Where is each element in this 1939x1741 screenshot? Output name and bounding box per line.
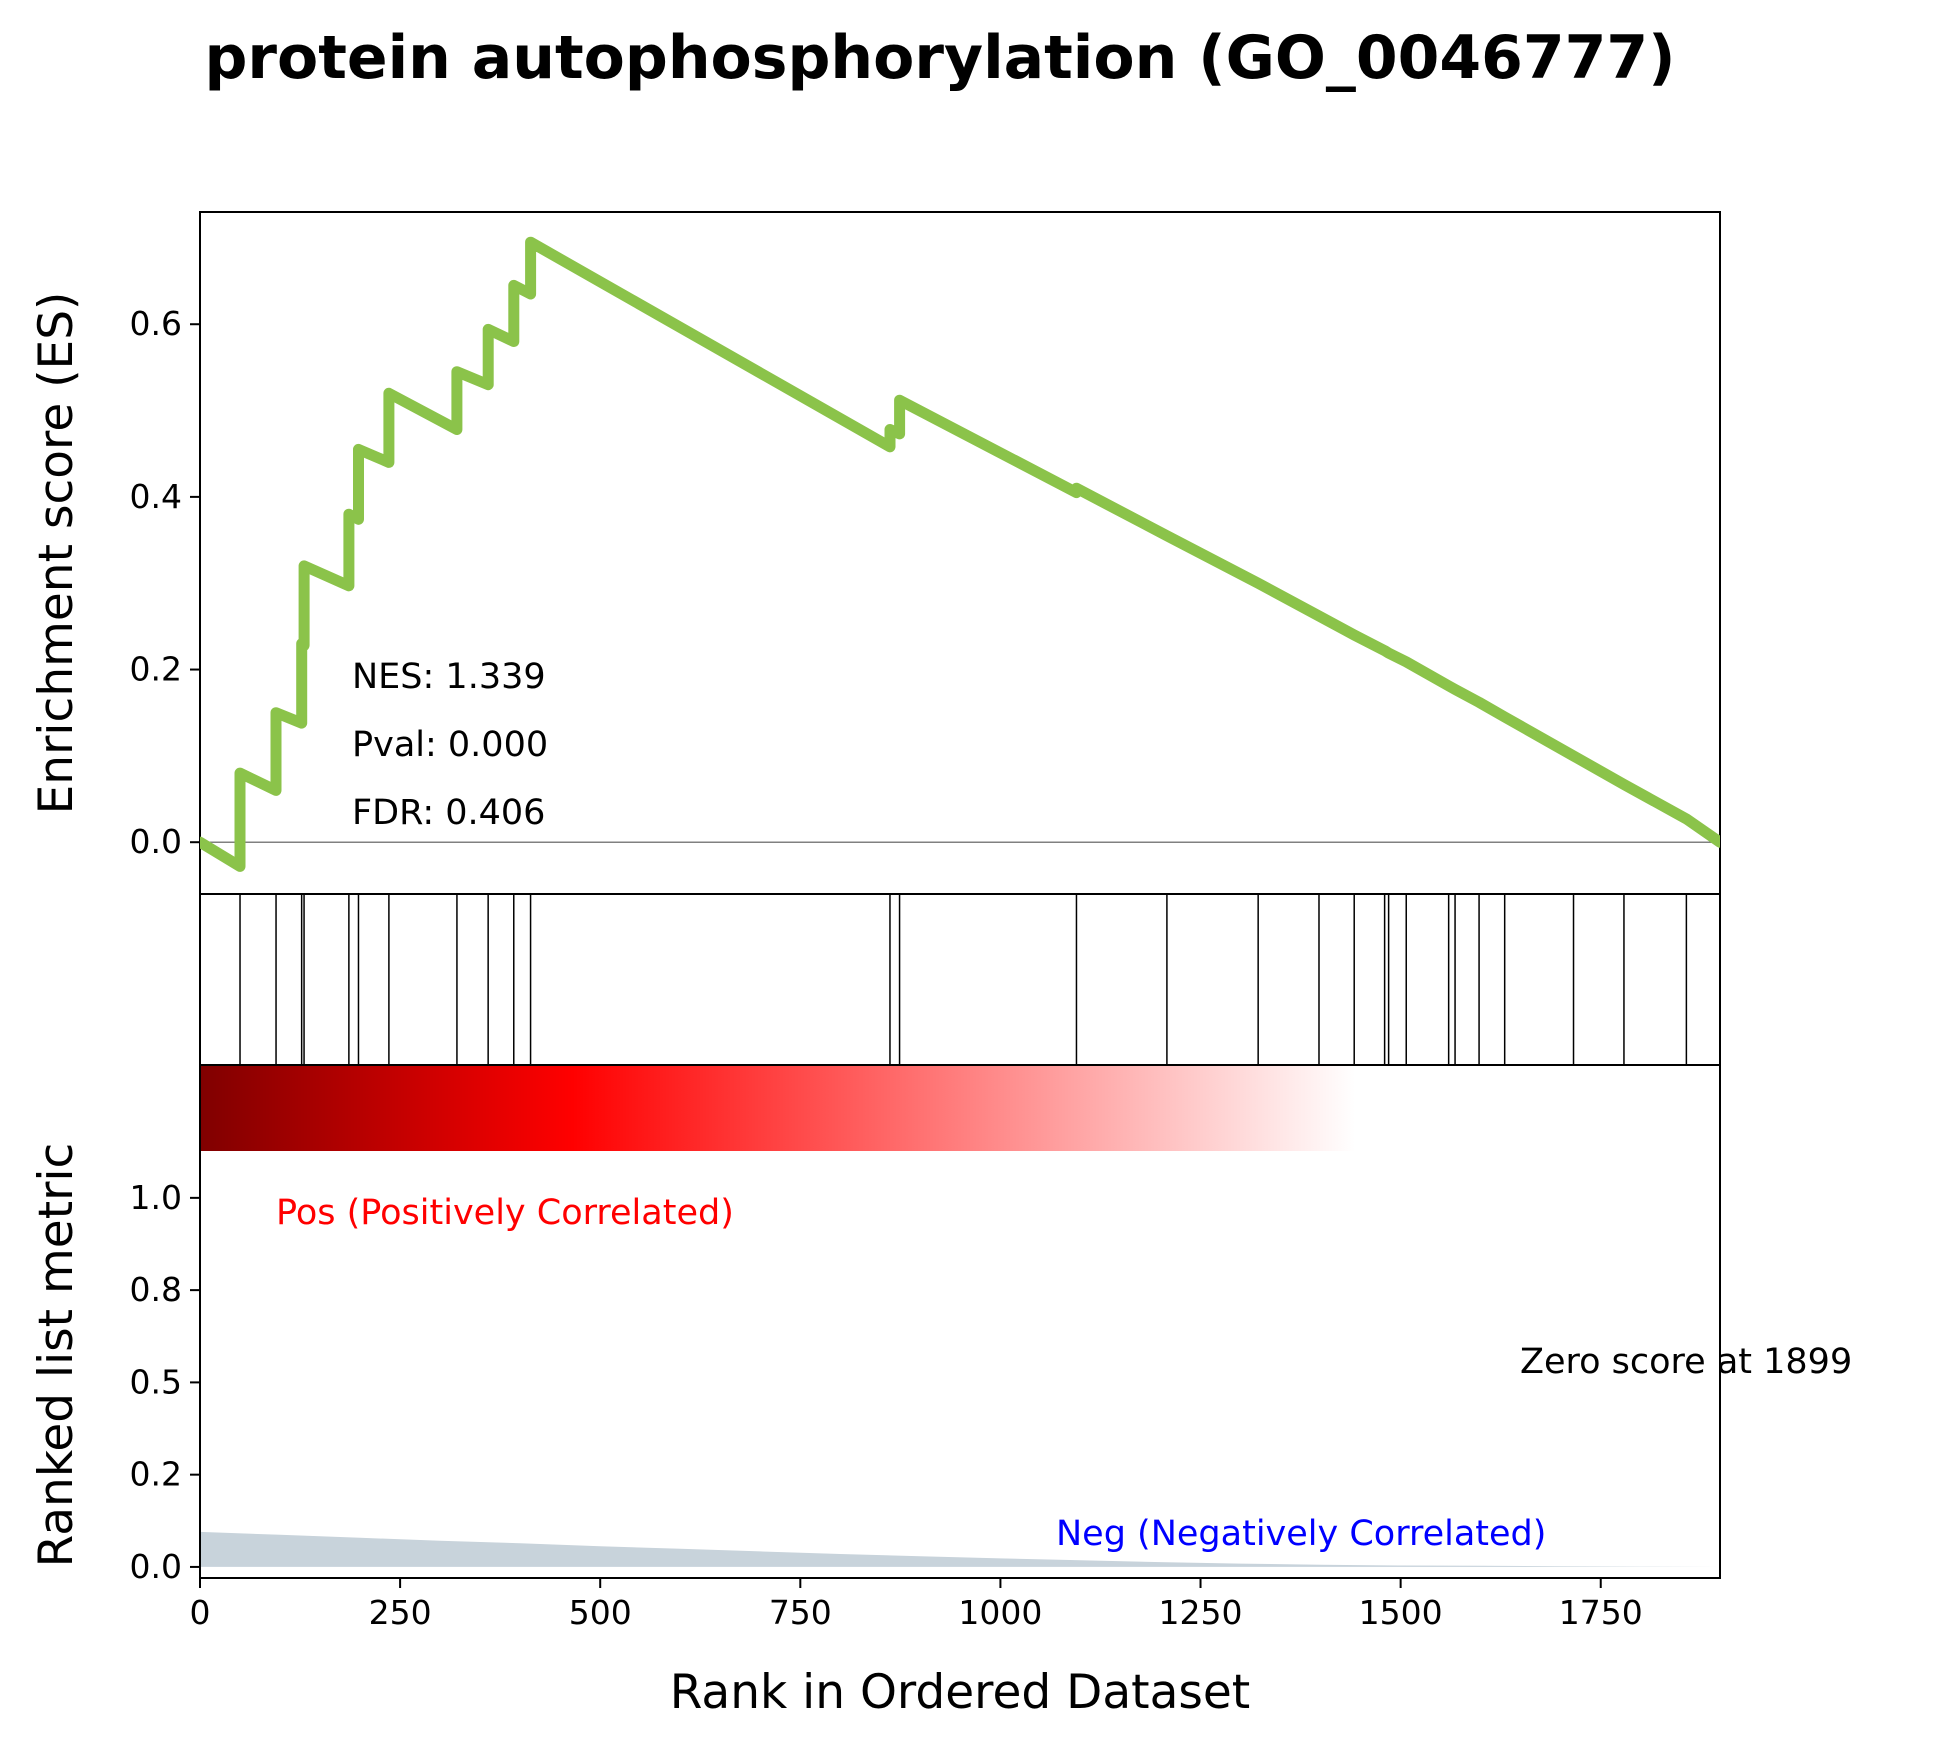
x-tick-label: 750	[769, 1593, 832, 1632]
es-y-tick-label: 0.2	[130, 650, 182, 689]
x-tick-label: 1500	[1359, 1593, 1443, 1632]
ranked-y-tick-label: 1.0	[130, 1178, 182, 1217]
ranked-panel-frame	[199, 1064, 1721, 1579]
ranked-y-tick-label: 0.2	[130, 1455, 182, 1494]
x-tick-label: 1000	[958, 1593, 1042, 1632]
zero-score-label: Zero score at 1899	[1520, 1342, 1852, 1382]
chart-title: protein autophosphorylation (GO_0046777)	[204, 23, 1675, 93]
fdr-annotation: FDR: 0.406	[352, 793, 545, 833]
es-panel-frame	[199, 211, 1721, 895]
ranked-y-tick-label: 0.8	[130, 1270, 182, 1309]
nes-annotation: NES: 1.339	[352, 657, 546, 697]
ranked-metric-area	[200, 1531, 1720, 1567]
pval-annotation: Pval: 0.000	[352, 725, 548, 765]
x-tick-label: 1750	[1559, 1593, 1643, 1632]
hits-panel-frame	[199, 893, 1721, 1066]
es-y-axis: 0.0 0.2 0.4 0.6	[130, 304, 200, 861]
es-y-tick-label: 0.6	[130, 304, 182, 343]
ranked-y-axis-label: Ranked list metric	[29, 1143, 84, 1568]
ranked-y-tick-label: 0.5	[130, 1362, 182, 1401]
es-y-tick-label: 0.0	[130, 822, 182, 861]
neg-label: Neg (Negatively Correlated)	[1056, 1514, 1546, 1554]
es-y-tick-label: 0.4	[130, 477, 182, 516]
ranked-y-tick-label: 0.0	[130, 1547, 182, 1586]
ranking-colorbar	[200, 1065, 1720, 1151]
hits-panel	[199, 893, 1721, 1066]
ranked-y-axis: 0.0 0.2 0.5 0.8 1.0	[130, 1178, 200, 1586]
es-panel: 0.0 0.2 0.4 0.6 NES: 1.339 Pval: 0.000 FDR:…	[29, 211, 1721, 895]
pos-label: Pos (Positively Correlated)	[276, 1193, 734, 1233]
x-tick-label: 0	[190, 1593, 211, 1632]
ranked-panel: 0.0 0.2 0.5 0.8 1.0 Pos (Positively Correlat…	[29, 1064, 1852, 1586]
x-axis-label: Rank in Ordered Dataset	[670, 1665, 1250, 1720]
es-y-axis-label: Enrichment score (ES)	[29, 292, 84, 815]
x-tick-label: 250	[369, 1593, 432, 1632]
x-tick-label: 1250	[1159, 1593, 1243, 1632]
hit-lines	[239, 894, 1688, 1065]
x-tick-label: 500	[569, 1593, 632, 1632]
es-line	[200, 236, 1720, 872]
x-axis: 0 250 500 750 1000 1250 1500 1750	[190, 1578, 1643, 1632]
